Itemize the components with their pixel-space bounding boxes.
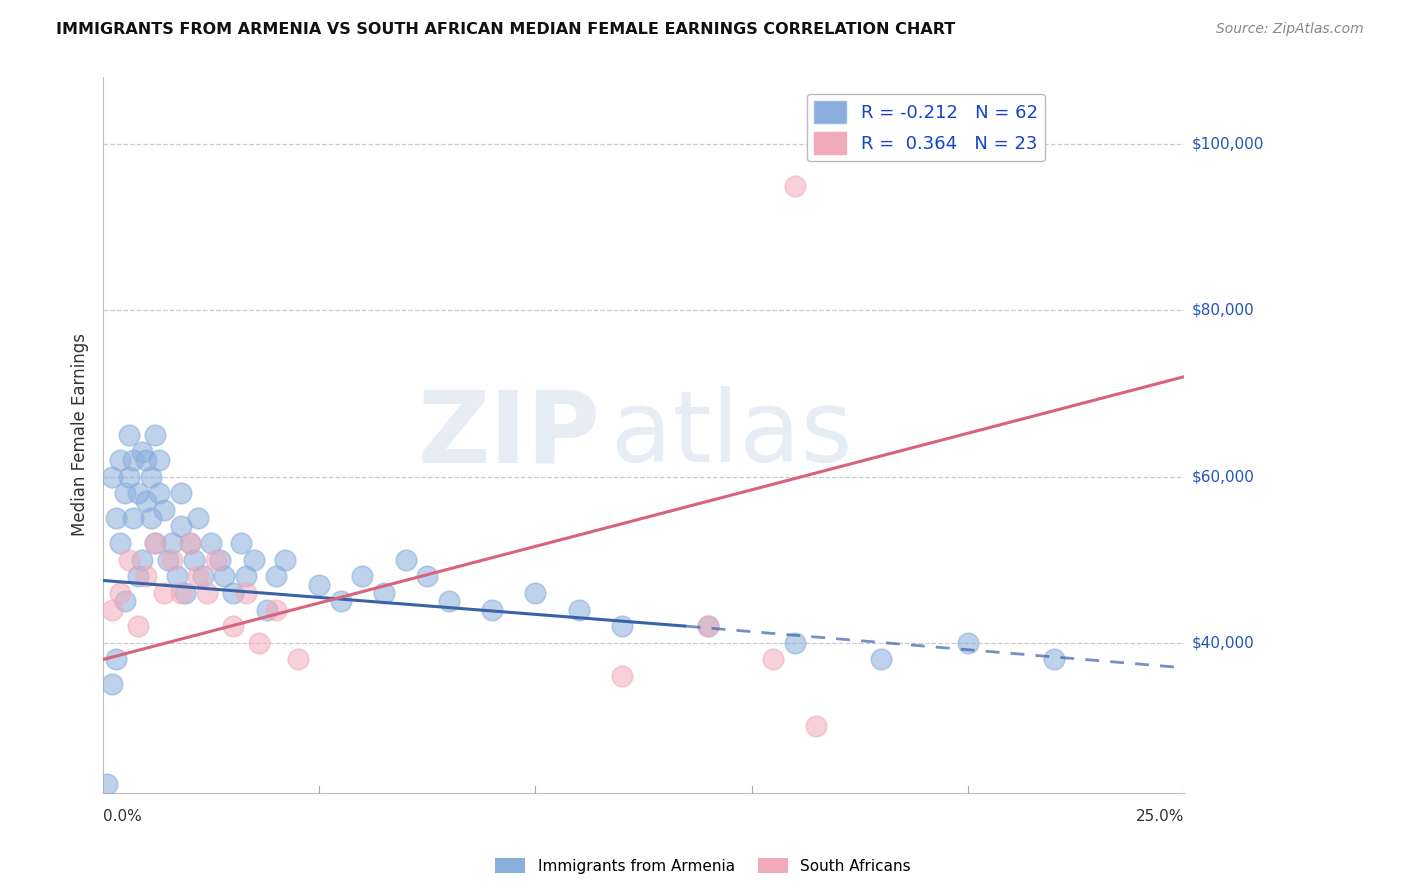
Point — [610, 669, 633, 683]
Text: $60,000: $60,000 — [1192, 469, 1256, 484]
Point — [1043, 652, 1066, 666]
Point — [166, 569, 188, 583]
Point — [100, 469, 122, 483]
Point — [395, 552, 418, 566]
Point — [131, 444, 153, 458]
Point — [195, 586, 218, 600]
Point — [114, 594, 136, 608]
Point — [783, 178, 806, 193]
Point — [697, 619, 720, 633]
Point — [170, 586, 193, 600]
Point — [148, 453, 170, 467]
Point — [122, 511, 145, 525]
Point — [170, 486, 193, 500]
Point — [183, 552, 205, 566]
Point — [148, 486, 170, 500]
Point — [131, 552, 153, 566]
Point — [231, 536, 253, 550]
Point — [143, 536, 166, 550]
Point — [437, 594, 460, 608]
Point — [247, 636, 270, 650]
Point — [96, 777, 118, 791]
Point — [256, 602, 278, 616]
Point — [139, 511, 162, 525]
Point — [568, 602, 591, 616]
Point — [222, 619, 245, 633]
Point — [135, 494, 157, 508]
Point — [162, 552, 184, 566]
Point — [762, 652, 785, 666]
Point — [212, 569, 235, 583]
Point — [610, 619, 633, 633]
Point — [697, 619, 720, 633]
Text: $40,000: $40,000 — [1192, 635, 1254, 650]
Point — [100, 602, 122, 616]
Point — [222, 586, 245, 600]
Point — [152, 503, 174, 517]
Point — [264, 569, 287, 583]
Point — [416, 569, 439, 583]
Point — [956, 636, 979, 650]
Point — [243, 552, 266, 566]
Text: Source: ZipAtlas.com: Source: ZipAtlas.com — [1216, 22, 1364, 37]
Point — [152, 586, 174, 600]
Text: $80,000: $80,000 — [1192, 302, 1254, 318]
Point — [187, 511, 209, 525]
Point — [373, 586, 395, 600]
Point — [806, 719, 828, 733]
Text: 25.0%: 25.0% — [1136, 809, 1184, 824]
Point — [143, 428, 166, 442]
Point — [100, 677, 122, 691]
Point — [524, 586, 547, 600]
Point — [105, 511, 128, 525]
Point — [118, 428, 141, 442]
Point — [179, 536, 201, 550]
Point — [783, 636, 806, 650]
Text: ZIP: ZIP — [418, 386, 600, 483]
Point — [204, 552, 226, 566]
Point — [110, 536, 132, 550]
Point — [122, 453, 145, 467]
Point — [352, 569, 374, 583]
Point — [191, 569, 214, 583]
Point — [174, 586, 197, 600]
Point — [200, 536, 222, 550]
Point — [110, 453, 132, 467]
Point — [143, 536, 166, 550]
Text: atlas: atlas — [612, 386, 852, 483]
Point — [105, 652, 128, 666]
Point — [139, 469, 162, 483]
Point — [110, 586, 132, 600]
Point — [287, 652, 309, 666]
Point — [329, 594, 352, 608]
Point — [135, 453, 157, 467]
Point — [170, 519, 193, 533]
Point — [179, 536, 201, 550]
Y-axis label: Median Female Earnings: Median Female Earnings — [72, 334, 89, 536]
Point — [114, 486, 136, 500]
Legend: Immigrants from Armenia, South Africans: Immigrants from Armenia, South Africans — [489, 852, 917, 880]
Point — [118, 469, 141, 483]
Point — [156, 552, 179, 566]
Text: 0.0%: 0.0% — [103, 809, 142, 824]
Point — [235, 586, 257, 600]
Point — [264, 602, 287, 616]
Legend: R = -0.212   N = 62, R =  0.364   N = 23: R = -0.212 N = 62, R = 0.364 N = 23 — [807, 94, 1045, 161]
Point — [135, 569, 157, 583]
Point — [870, 652, 893, 666]
Point — [162, 536, 184, 550]
Text: $100,000: $100,000 — [1192, 136, 1264, 152]
Point — [308, 577, 330, 591]
Point — [127, 619, 149, 633]
Point — [127, 486, 149, 500]
Point — [118, 552, 141, 566]
Point — [481, 602, 503, 616]
Point — [187, 569, 209, 583]
Text: IMMIGRANTS FROM ARMENIA VS SOUTH AFRICAN MEDIAN FEMALE EARNINGS CORRELATION CHAR: IMMIGRANTS FROM ARMENIA VS SOUTH AFRICAN… — [56, 22, 956, 37]
Point — [235, 569, 257, 583]
Point — [273, 552, 295, 566]
Point — [208, 552, 231, 566]
Point — [127, 569, 149, 583]
